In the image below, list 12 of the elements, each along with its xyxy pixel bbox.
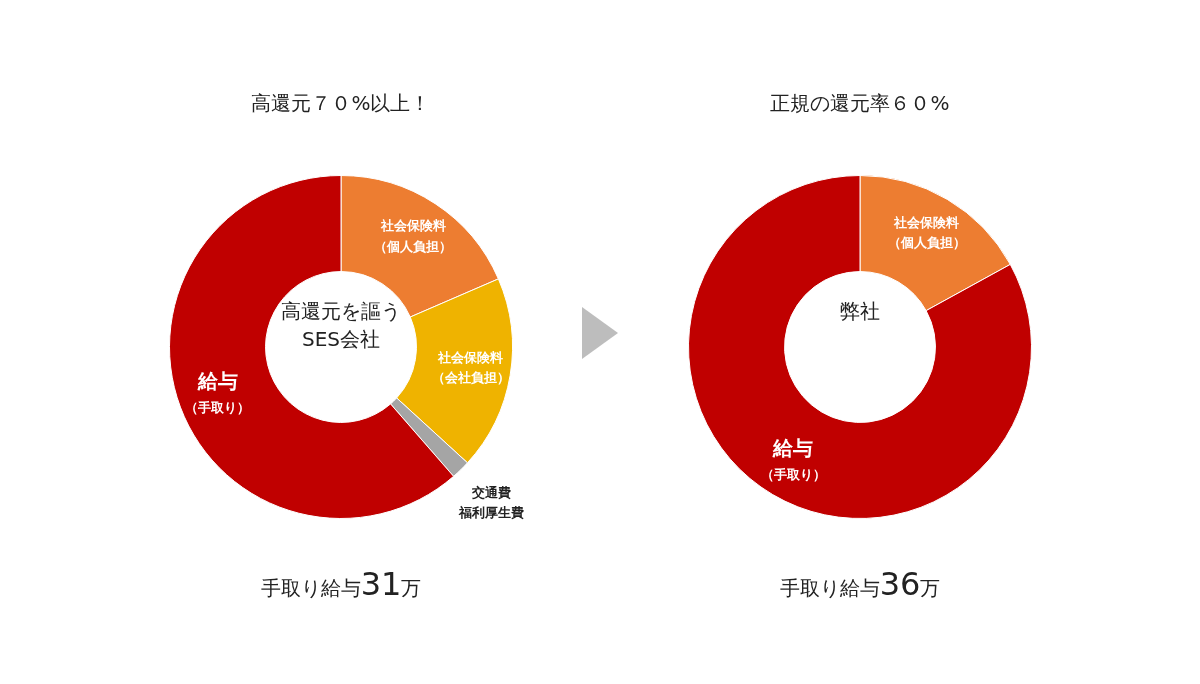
slice-label: 給与（手取り） [185,369,251,416]
slice-label: 社会保険料（会社負担） [431,350,510,386]
text: 手取り給与36万 [779,565,941,603]
text: 高還元を謳う SES会社 [281,299,401,351]
text: 手取り給与31万 [260,565,422,603]
slice-label: 交通費福利厚生費 [458,484,525,520]
chart-title: 正規の還元率６０% [769,90,951,117]
chart-title: 高還元７０%以上！ [250,90,432,117]
text: 弊社 [839,298,881,325]
slice-label: 社会保険料（個人負担） [887,215,966,251]
slice-label: 給与（手取り） [760,436,826,483]
slice-label: 社会保険料（個人負担） [374,218,453,254]
